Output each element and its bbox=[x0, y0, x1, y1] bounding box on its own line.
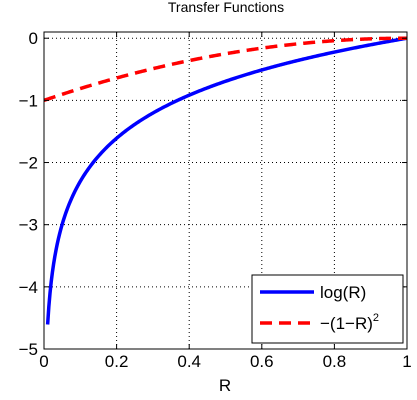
chart-title: Transfer Functions bbox=[168, 0, 284, 15]
y-tick-label: −2 bbox=[19, 154, 38, 173]
x-tick-label: 0 bbox=[39, 352, 48, 371]
x-tick-label: 0.2 bbox=[105, 352, 129, 371]
y-tick-label: 0 bbox=[29, 29, 38, 48]
y-tick-label: −3 bbox=[19, 216, 38, 235]
x-tick-label: 0.8 bbox=[323, 352, 347, 371]
y-tick-label: −4 bbox=[19, 278, 38, 297]
legend-label-log: log(R) bbox=[320, 283, 366, 302]
legend-label-quadratic-exponent: 2 bbox=[373, 312, 379, 324]
legend-label-quadratic-base: −(1−R) bbox=[320, 314, 373, 333]
y-tick-label: −1 bbox=[19, 91, 38, 110]
x-tick-label: 0.6 bbox=[250, 352, 274, 371]
legend: log(R) −(1−R)2 bbox=[252, 275, 403, 343]
x-tick-label: 0.4 bbox=[177, 352, 201, 371]
y-tick-label: −5 bbox=[19, 340, 38, 359]
x-tick-label: 1 bbox=[402, 352, 411, 371]
legend-label-quadratic: −(1−R)2 bbox=[320, 312, 379, 333]
x-axis-label: R bbox=[219, 376, 231, 395]
